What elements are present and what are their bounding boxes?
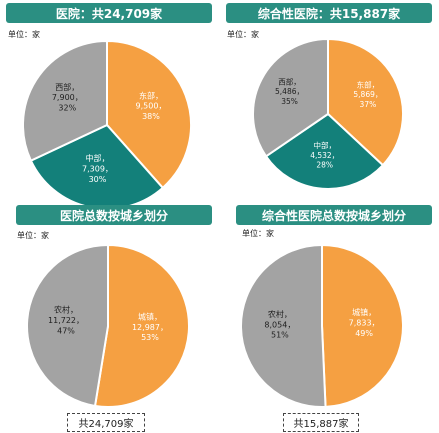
pie-slice-2: [240, 244, 327, 408]
unit-label-hospital-urban-rural: 单位：家: [17, 231, 49, 240]
slice-label-1: 东部， 9,500， 38%: [136, 90, 167, 121]
slice-value: 4,532，: [310, 151, 339, 160]
pie-slice-1: [327, 38, 404, 167]
slice-value: 7,833，: [349, 318, 380, 327]
slice-name: 西部，: [55, 82, 79, 92]
slice-name: 城镇，: [352, 307, 376, 317]
slice-value: 8,054，: [264, 320, 295, 329]
pie-slice-1: [93, 244, 190, 408]
pie-slice-3: [22, 40, 108, 162]
chart-title-general-hospital-urban-rural: 综合性医院总数按城乡划分: [236, 205, 432, 225]
slice-label-2: 中部， 4,532， 28%: [310, 140, 339, 170]
pie-chart-hospital-urban-rural: 城镇， 12,987， 53% 农村， 11,722， 47%: [26, 244, 190, 408]
pie-slice-2: [26, 244, 109, 408]
slice-percent: 28%: [316, 161, 333, 170]
slice-percent: 30%: [89, 175, 107, 184]
slice-name: 东部，: [357, 79, 380, 89]
pie-chart-general-hospital-urban-rural: 城镇， 7,833， 49% 农村， 8,054， 51%: [240, 244, 404, 408]
pie-chart-hospital-region: 东部， 9,500， 38% 中部， 7,309， 30% 西部， 7,900， 32%: [22, 40, 192, 210]
pie-chart-general-hospital-region: 东部， 5,869， 37% 中部， 4,532， 28% 西部， 5,486， 35%: [252, 38, 404, 190]
slice-percent: 51%: [271, 331, 289, 340]
slice-percent: 49%: [355, 329, 373, 338]
slice-value: 9,500，: [136, 102, 167, 111]
slice-value: 11,722，: [48, 316, 84, 325]
slice-label-1: 城镇， 12,987， 53%: [132, 311, 168, 342]
slice-name: 中部，: [313, 140, 336, 150]
slice-label-1: 城镇， 7,833， 49%: [349, 307, 380, 338]
unit-label-hospital-region: 单位：家: [8, 30, 40, 39]
total-label-general-hospital-urban-rural: 共15,887家: [283, 413, 359, 432]
slice-name: 西部，: [278, 76, 301, 86]
slice-name: 农村，: [54, 305, 78, 315]
slice-percent: 37%: [360, 100, 377, 109]
slice-label-3: 西部， 5,486， 35%: [275, 76, 304, 106]
slice-label-2: 农村， 8,054， 51%: [264, 309, 295, 340]
slice-percent: 47%: [57, 326, 75, 335]
pie-slice-3: [252, 38, 329, 158]
total-label-hospital-urban-rural: 共24,709家: [67, 413, 145, 432]
pie-slice-1: [106, 40, 192, 190]
slice-label-2: 中部， 7,309， 30%: [82, 153, 113, 184]
slice-percent: 53%: [141, 333, 159, 342]
chart-title-hospital-region: 医院：共24,709家: [6, 3, 212, 23]
chart-title-general-hospital-region: 综合性医院：共15,887家: [226, 3, 432, 23]
unit-label-general-hospital-urban-rural: 单位：家: [242, 229, 274, 238]
slice-value: 12,987，: [132, 323, 168, 332]
slice-percent: 32%: [58, 104, 76, 113]
slice-label-1: 东部， 5,869， 37%: [353, 79, 382, 109]
chart-title-hospital-urban-rural: 医院总数按城乡划分: [16, 205, 212, 225]
unit-label-general-hospital-region: 单位：家: [227, 30, 259, 39]
slice-value: 7,900，: [52, 93, 83, 102]
slice-percent: 38%: [142, 112, 160, 121]
slice-name: 农村，: [268, 309, 292, 319]
slice-name: 中部，: [85, 153, 109, 163]
slice-value: 5,869，: [353, 90, 382, 99]
slice-value: 5,486，: [275, 87, 304, 96]
pie-slice-1: [321, 244, 404, 408]
slice-value: 7,309，: [82, 164, 113, 173]
slice-percent: 35%: [281, 97, 298, 106]
slice-name: 城镇，: [138, 311, 162, 321]
pie-slice-2: [264, 112, 385, 190]
slice-name: 东部，: [139, 90, 163, 100]
slice-label-3: 西部， 7,900， 32%: [52, 82, 83, 113]
slice-label-2: 农村， 11,722， 47%: [48, 305, 84, 336]
